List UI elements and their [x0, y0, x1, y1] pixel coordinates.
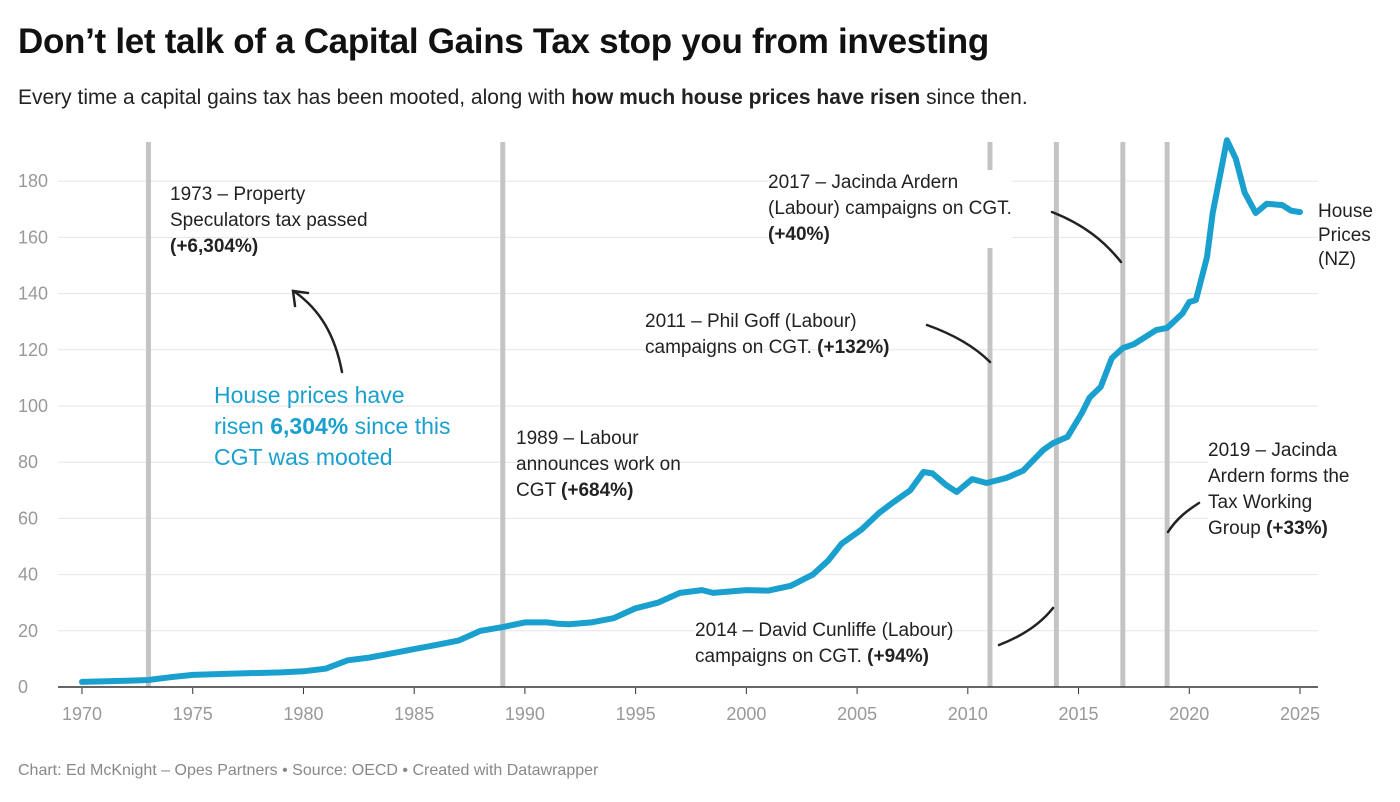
annotation-percent: (+40%)	[768, 224, 830, 245]
annotation-line: Speculators tax passed	[170, 210, 368, 231]
annotation-line: 2014 – David Cunliffe (Labour)	[695, 620, 954, 641]
annotation-2014: 2014 – David Cunliffe (Labour) campaigns…	[695, 618, 954, 670]
annotation-line: Tax Working	[1208, 492, 1313, 513]
y-tick-label: 160	[18, 227, 48, 247]
subtitle-text-end: since then.	[920, 86, 1028, 109]
annotation-text: risen	[214, 413, 271, 439]
annotation-line: announces work on	[516, 454, 681, 475]
annotation-1973: 1973 – Property Speculators tax passed (…	[170, 182, 368, 260]
series-label-line: (NZ)	[1318, 249, 1356, 270]
x-tick-label: 1990	[505, 704, 545, 724]
annotation-2011: 2011 – Phil Goff (Labour) campaigns on C…	[645, 309, 890, 361]
annotation-percent: (+94%)	[867, 646, 929, 667]
house-prices-line	[79, 137, 1303, 685]
series-label: House Prices (NZ)	[1318, 200, 1373, 272]
arrow-1973	[293, 290, 344, 374]
connector-2017	[1050, 210, 1123, 264]
y-tick-label: 20	[18, 621, 38, 641]
annotation-text: CGT	[516, 480, 562, 501]
annotation-percent: (+132%)	[817, 337, 890, 358]
y-tick-label: 120	[18, 340, 48, 360]
x-tick-label: 2025	[1280, 704, 1320, 724]
footer-credits: Chart: Ed McKnight – Opes Partners • Sou…	[18, 762, 599, 779]
annotation-line: Ardern forms the	[1208, 466, 1350, 487]
x-tick-label: 1985	[394, 704, 434, 724]
annotation-percent: (+6,304%)	[170, 236, 259, 257]
x-tick-label: 1975	[173, 704, 213, 724]
x-tick-label: 1980	[283, 704, 323, 724]
annotation-2019: 2019 – Jacinda Ardern forms the Tax Work…	[1208, 438, 1350, 542]
y-tick-label: 40	[18, 565, 38, 585]
annotation-line: 2011 – Phil Goff (Labour)	[645, 311, 857, 332]
x-tick-label: 2020	[1169, 704, 1209, 724]
series-label-line: Prices	[1318, 225, 1371, 246]
annotation-2017: 2017 – Jacinda Ardern (Labour) campaigns…	[768, 170, 1012, 248]
annotation-line: 1973 – Property	[170, 184, 306, 205]
annotation-text: campaigns on CGT.	[695, 646, 868, 667]
y-tick-label: 60	[18, 508, 38, 528]
connector-2014	[997, 606, 1055, 647]
arrowhead-1973	[291, 289, 310, 308]
subtitle: Every time a capital gains tax has been …	[18, 86, 1028, 110]
annotation-percent: (+33%)	[1266, 518, 1328, 539]
connector-2019	[1166, 501, 1201, 534]
subtitle-bold: how much house prices have risen	[571, 86, 921, 109]
annotation-text: Group	[1208, 518, 1267, 539]
annotation-highlight: House prices have risen 6,304% since thi…	[214, 380, 451, 473]
annotation-line: House prices have	[214, 382, 405, 408]
y-tick-label: 0	[18, 677, 28, 697]
series-label-line: House	[1318, 201, 1373, 222]
annotation-line: CGT was mooted	[214, 444, 393, 470]
subtitle-text: Every time a capital gains tax has been …	[18, 86, 572, 109]
connector-2011	[925, 323, 992, 364]
x-tick-label: 2015	[1059, 704, 1099, 724]
x-tick-label: 1970	[62, 704, 102, 724]
annotation-text: campaigns on CGT.	[645, 337, 818, 358]
x-tick-label: 2000	[726, 704, 766, 724]
annotation-text: since this	[348, 413, 451, 439]
annotation-line: 2017 – Jacinda Ardern	[768, 172, 959, 193]
y-tick-label: 180	[18, 171, 48, 191]
x-tick-label: 2005	[837, 704, 877, 724]
y-tick-label: 80	[18, 452, 38, 472]
annotation-1989: 1989 – Labour announces work on CGT (+68…	[516, 426, 681, 504]
y-tick-label: 100	[18, 396, 48, 416]
y-tick-label: 140	[18, 284, 48, 304]
x-tick-label: 1995	[616, 704, 656, 724]
annotation-line: 2019 – Jacinda	[1208, 440, 1337, 461]
x-tick-label: 2010	[948, 704, 988, 724]
annotation-percent: (+684%)	[561, 480, 634, 501]
annotation-line: 1989 – Labour	[516, 428, 639, 449]
annotation-line: (Labour) campaigns on CGT.	[768, 198, 1012, 219]
annotation-percent: 6,304%	[270, 413, 349, 439]
page-title: Don’t let talk of a Capital Gains Tax st…	[18, 22, 989, 61]
